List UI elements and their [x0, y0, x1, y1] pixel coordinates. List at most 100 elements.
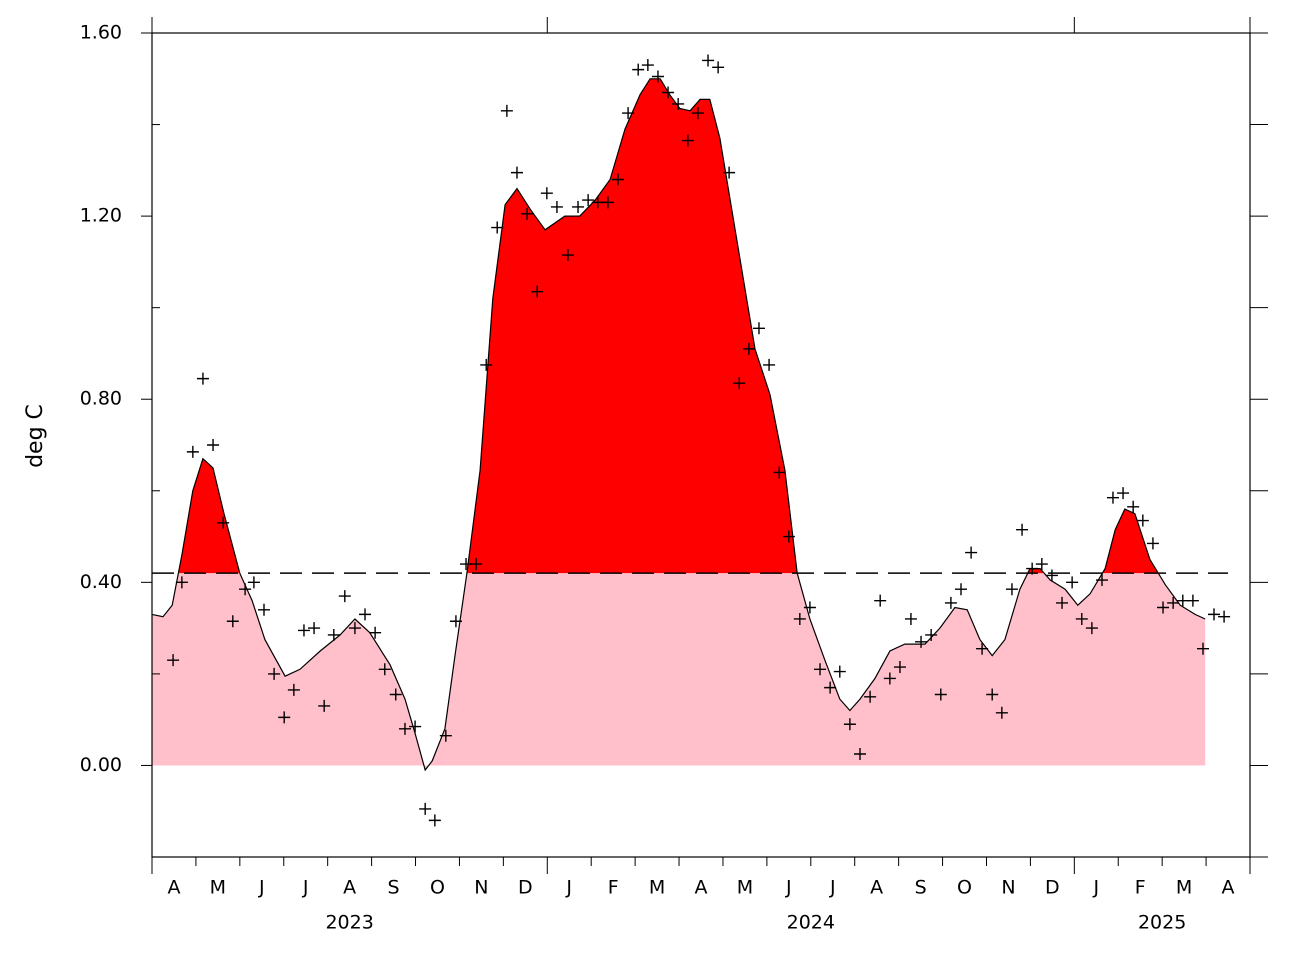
scatter-marker: [409, 720, 422, 733]
y-tick-label: 0.40: [80, 571, 122, 593]
scatter-marker: [531, 285, 544, 298]
scatter-marker: [480, 358, 493, 371]
month-label: J: [785, 877, 792, 899]
scatter-marker: [1207, 608, 1220, 621]
scatter-marker: [782, 530, 795, 543]
scatter-marker: [217, 516, 230, 529]
month-label: J: [1092, 877, 1099, 899]
scatter-marker: [843, 718, 856, 731]
scatter-marker: [378, 663, 391, 676]
scatter-marker: [470, 558, 483, 571]
scatter-marker: [793, 612, 806, 625]
month-label: F: [1135, 877, 1146, 899]
year-label: 2025: [1138, 912, 1186, 934]
area-above: [178, 78, 1159, 574]
month-label: J: [829, 877, 836, 899]
scatter-marker: [1035, 558, 1048, 571]
month-label: N: [474, 877, 488, 899]
scatter-marker: [672, 97, 685, 110]
scatter-marker: [814, 663, 827, 676]
scatter-marker: [449, 615, 462, 628]
scatter-marker: [226, 615, 239, 628]
month-label: J: [258, 877, 265, 899]
scatter-marker: [1146, 537, 1159, 550]
scatter-marker: [389, 688, 402, 701]
scatter-marker: [995, 706, 1008, 719]
scatter-marker: [976, 642, 989, 655]
scatter-marker: [247, 576, 260, 589]
scatter-marker: [338, 590, 351, 603]
scatter-marker: [833, 665, 846, 678]
y-axis-label: deg C: [23, 404, 48, 468]
month-label: F: [608, 877, 619, 899]
scatter-marker: [327, 628, 340, 641]
scatter-marker: [611, 173, 624, 186]
scatter-marker: [186, 445, 199, 458]
scatter-marker: [582, 194, 595, 207]
month-label: M: [1176, 877, 1192, 899]
scatter-marker: [268, 667, 281, 680]
scatter-marker: [369, 626, 382, 639]
scatter-marker: [944, 596, 957, 609]
scatter-marker: [398, 722, 411, 735]
scatter-marker: [1117, 487, 1130, 500]
scatter-marker: [733, 377, 746, 390]
scatter-marker: [934, 688, 947, 701]
scatter-marker: [925, 628, 938, 641]
scatter-marker: [239, 583, 252, 596]
scatter-marker: [1085, 622, 1098, 635]
scatter-marker: [540, 187, 553, 200]
month-label: N: [1001, 877, 1015, 899]
scatter-marker: [550, 200, 563, 213]
month-label: M: [649, 877, 665, 899]
scatter-marker: [641, 59, 654, 72]
scatter-marker: [1176, 594, 1189, 607]
month-label: O: [430, 877, 445, 899]
month-label: M: [210, 877, 226, 899]
scatter-marker: [167, 654, 180, 667]
scatter-marker: [1095, 574, 1108, 587]
month-label: M: [737, 877, 753, 899]
month-label: O: [957, 877, 972, 899]
scatter-marker: [359, 608, 372, 621]
scatter-marker: [955, 583, 968, 596]
scatter-marker: [1157, 601, 1170, 614]
scatter-marker: [622, 107, 635, 120]
year-label: 2024: [787, 912, 835, 934]
scatter-marker: [1106, 491, 1119, 504]
scatter-marker: [419, 802, 432, 815]
scatter-marker: [1186, 594, 1199, 607]
scatter-marker: [883, 672, 896, 685]
scatter-marker: [1136, 514, 1149, 527]
scatter-marker: [1127, 500, 1140, 513]
scatter-marker: [348, 622, 361, 635]
scatter-marker: [752, 322, 765, 335]
scatter-marker: [500, 104, 513, 117]
scatter-marker: [521, 207, 534, 220]
scatter-marker: [702, 54, 715, 67]
month-label: A: [695, 877, 708, 899]
scatter-marker: [561, 249, 574, 262]
scatter-marker: [278, 711, 291, 724]
scatter-marker: [297, 624, 310, 637]
scatter-marker: [439, 729, 452, 742]
scatter-marker: [773, 466, 786, 479]
y-tick-label: 0.80: [80, 388, 122, 410]
scatter-marker: [308, 622, 321, 635]
scatter-marker: [196, 372, 209, 385]
scatter-marker: [915, 635, 928, 648]
scatter-marker: [257, 603, 270, 616]
scatter-marker: [904, 612, 917, 625]
month-label: D: [518, 877, 533, 899]
scatter-marker: [1197, 642, 1210, 655]
area-below: [152, 573, 1206, 770]
scatter-marker: [601, 196, 614, 209]
scatter-marker: [428, 814, 441, 827]
scatter-marker: [1016, 523, 1029, 536]
scatter-marker: [1045, 569, 1058, 582]
scatter-marker: [1066, 576, 1079, 589]
scatter-marker: [510, 166, 523, 179]
month-label: A: [870, 877, 883, 899]
month-label: A: [167, 877, 180, 899]
